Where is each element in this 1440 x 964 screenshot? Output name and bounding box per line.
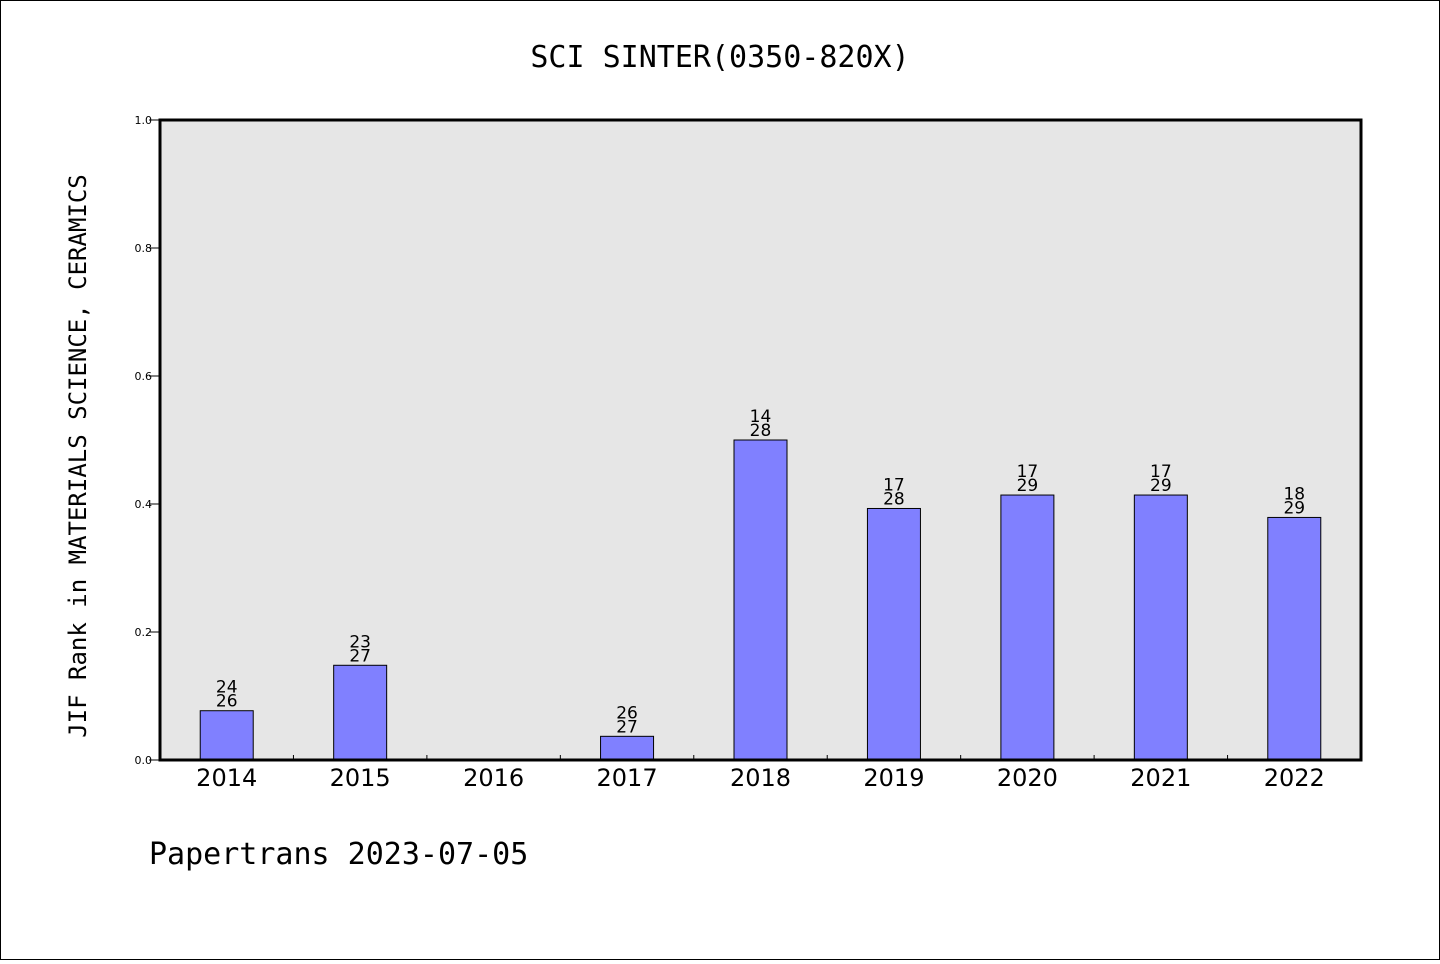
rank-label-2017: 26	[616, 703, 638, 723]
total-label-2014: 26	[216, 692, 238, 712]
bars-layer	[199, 439, 1322, 761]
total-label-2015: 27	[349, 646, 371, 666]
x-tick-label-2019: 2019	[863, 764, 924, 792]
bar-2019	[866, 507, 921, 761]
y-tick-label: 1.0	[135, 114, 153, 127]
x-tick-label-2014: 2014	[196, 764, 257, 792]
plot-border	[158, 118, 1363, 762]
rank-label-2022: 18	[1283, 484, 1305, 504]
bar-2022	[1267, 516, 1322, 761]
rank-label-2014: 24	[216, 678, 238, 698]
total-label-2019: 28	[883, 489, 905, 509]
y-tick-label: 0.8	[135, 242, 153, 255]
y-tick-label: 0.2	[135, 626, 153, 639]
bar-2021	[1133, 494, 1188, 761]
bar-2018	[733, 439, 788, 761]
y-tick-label: 0.0	[135, 754, 153, 767]
y-axis-label: JIF Rank in MATERIALS SCIENCE, CERAMICS	[64, 174, 92, 738]
x-tick-label-2021: 2021	[1130, 764, 1191, 792]
x-tick-label-2016: 2016	[463, 764, 524, 792]
bar-2014	[199, 710, 254, 761]
rank-label-2019: 17	[883, 475, 905, 495]
x-tick-label-2015: 2015	[330, 764, 391, 792]
rank-label-2020: 17	[1017, 462, 1039, 482]
rank-label-2018: 14	[750, 407, 772, 427]
chart-title: SCI SINTER(0350-820X)	[530, 40, 909, 75]
bar-2015	[333, 664, 388, 761]
x-tick-label-2018: 2018	[730, 764, 791, 792]
rank-label-2015: 23	[349, 632, 371, 652]
total-label-2021: 29	[1150, 476, 1172, 496]
total-label-2020: 29	[1017, 476, 1039, 496]
y-tick-label: 0.4	[135, 498, 153, 511]
total-label-2022: 29	[1283, 498, 1305, 518]
x-tick-label-2022: 2022	[1264, 764, 1325, 792]
y-tick-label: 0.6	[135, 370, 153, 383]
bar-2017	[600, 735, 655, 761]
total-label-2017: 27	[616, 717, 638, 737]
bar-2020	[1000, 494, 1055, 761]
x-tick-label-2020: 2020	[997, 764, 1058, 792]
axis-layer: 2014 2015 2016 2017 2018 2019 2020 2021 2022 0.0 0…	[135, 114, 1325, 792]
x-tick-label-2017: 2017	[597, 764, 658, 792]
total-label-2018: 28	[750, 421, 772, 441]
rank-label-2021: 17	[1150, 462, 1172, 482]
footer-source-date: Papertrans 2023-07-05	[149, 837, 528, 872]
